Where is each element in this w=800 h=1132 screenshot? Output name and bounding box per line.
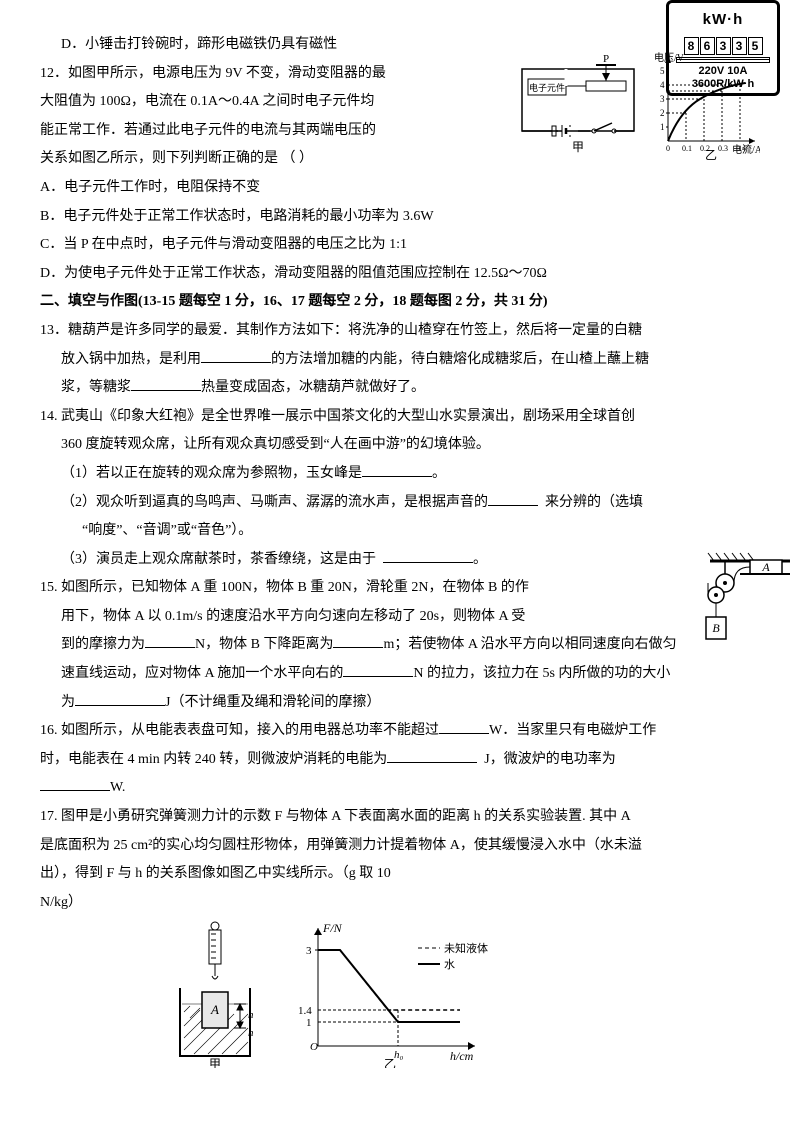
q17-l4: N/kg） [40,890,760,917]
text: 到的摩擦力为 [61,637,145,652]
svg-text:O: O [310,1041,318,1053]
q12-option-a: A．电子元件工作时，电阻保持不变 [40,175,760,202]
text: （3）演员走上观众席献茶时，茶香缭绕，这是由于 [61,552,376,567]
q17-l1: 17. 图甲是小勇研究弹簧测力计的示数 F 与物体 A 下表面离水面的距离 h … [40,804,760,831]
fh-graph: F/N h/cm O 3 1.4 1 h₀ 未知液体 水 乙 [290,918,490,1068]
text: 来分辨的（选填 [545,495,643,510]
text: W．当家里只有电磁炉工作 [489,723,656,738]
text: 为 [61,695,75,710]
text: 放入锅中加热，是利用 [61,352,201,367]
text: 。 [473,552,487,567]
iv-graph: 电压/V 电流/A 1 2 3 4 5 0 0.1 0.2 0.3 0.4 [650,51,760,161]
q15-l3: 到的摩擦力为 N，物体 B 下降距离为 m；若使物体 A 沿水平方向以相同速度向右做… [40,632,760,659]
text: 热量变成固态，冰糖葫芦就做好了。 [201,380,425,395]
blank [343,662,413,677]
svg-text:甲: 甲 [572,140,584,154]
q17-l3: 出），得到 F 与 h 的关系图像如图乙中实线所示。（g 取 10 [40,861,760,888]
svg-text:h: h [248,1027,254,1039]
blank [75,691,165,706]
text: 时，电能表在 4 min 内转 240 转，则微波炉消耗的电能为 [40,752,387,767]
q14-p2c: “响度”、“音调”或“音色”）。 [40,518,760,545]
blank [439,719,489,734]
blank [40,776,110,791]
text: 速直线运动，应对物体 A 施加一个水平向右的 [61,666,343,681]
q13-l1: 13．糖葫芦是许多同学的最爱．其制作方法如下：将洗净的山楂穿在竹签上，然后将一定… [40,318,760,345]
blank [387,748,477,763]
q12-option-d: D．为使电子元件处于正常工作状态，滑动变阻器的阻值范围应控制在 12.5Ω～70… [40,261,760,288]
text: J，微波炉的电功率为 [484,752,615,767]
svg-text:P: P [603,53,609,65]
svg-text:1.4: 1.4 [298,1005,312,1017]
text: N，物体 B 下降距离为 [195,637,333,652]
svg-text:h/cm: h/cm [450,1049,474,1063]
blank [333,633,383,648]
q15-l4: 速直线运动，应对物体 A 施加一个水平向右的 N 的拉力，该拉力在 5s 内所做的… [40,661,760,688]
text: N 的拉力，该拉力在 5s 内所做的功的大小 [413,666,670,681]
pulley-figure: A B [680,547,790,668]
q17-l2: 是底面积为 25 cm²的实心均匀圆柱形物体，用弹簧测力计提着物体 A，使其缓慢… [40,833,760,860]
svg-text:A: A [210,1002,219,1017]
svg-text:4: 4 [660,80,665,90]
text: J（不计绳重及绳和滑轮间的摩擦） [165,695,380,710]
svg-text:F/N: F/N [322,921,343,935]
text: 的方法增加糖的内能，待白糖熔化成糖浆后，在山楂上蘸上糖 [271,352,649,367]
text: （2）观众听到逼真的鸟鸣声、马嘶声、潺潺的流水声，是根据声音的 [61,495,488,510]
svg-text:3: 3 [660,94,665,104]
circuit-diagram: 电子元件 P [514,51,644,161]
q12-option-b: B．电子元件处于正常工作状态时，电路消耗的最小功率为 3.6W [40,204,760,231]
meter-unit: kW·h [673,6,773,35]
svg-text:甲: 甲 [209,1057,221,1068]
blank [145,633,195,648]
svg-text:乙: 乙 [384,1057,396,1068]
text: 。 [432,466,446,481]
svg-text:电压/V: 电压/V [654,51,685,64]
apparatus-diagram: A h h 甲 [160,918,270,1068]
svg-text:0.4: 0.4 [736,144,746,153]
text: m；若使物体 A 沿水平方向以相同速度向右做匀 [383,637,676,652]
svg-text:2: 2 [660,108,665,118]
svg-text:5: 5 [660,66,665,76]
section-2-title: 二、填空与作图(13-15 题每空 1 分，16、17 题每空 2 分，18 题… [40,289,760,316]
q14-p3: （3）演员走上观众席献茶时，茶香缭绕，这是由于 。 [40,547,760,574]
svg-text:乙: 乙 [705,148,717,161]
q15-l2: 用下，物体 A 以 0.1m/s 的速度沿水平方向匀速向左移动了 20s，则物体… [40,604,760,631]
text: W. [110,780,125,795]
svg-text:水: 水 [444,958,455,971]
q16-l3: W. [40,775,760,802]
svg-text:1: 1 [306,1017,312,1029]
q14-l2: 360 度旋转观众席，让所有观众真切感受到“人在画中游”的幻境体验。 [40,432,760,459]
text: （1）若以正在旋转的观众席为参照物，玉女峰是 [61,466,362,481]
svg-text:电子元件: 电子元件 [529,82,565,93]
q16-l2: 时，电能表在 4 min 内转 240 转，则微波炉消耗的电能为 J，微波炉的电… [40,747,760,774]
svg-text:0.1: 0.1 [682,144,692,153]
q12-option-c: C．当 P 在中点时，电子元件与滑动变阻器的电压之比为 1:1 [40,232,760,259]
q14-l1: 14. 武夷山《印象大红袍》是全世界唯一展示中国茶文化的大型山水实景演出，剧场采… [40,404,760,431]
q15-l5: 为 J（不计绳重及绳和滑轮间的摩擦） [40,690,760,717]
text: 浆，等糖浆 [61,380,131,395]
blank [383,548,473,563]
q13-l2: 放入锅中加热，是利用 的方法增加糖的内能，待白糖熔化成糖浆后，在山楂上蘸上糖 [40,347,760,374]
svg-text:未知液体: 未知液体 [444,941,488,955]
blank [131,376,201,391]
blank [488,491,538,506]
q14-p1: （1）若以正在旋转的观众席为参照物，玉女峰是 。 [40,461,760,488]
svg-text:0.3: 0.3 [718,144,728,153]
blank [201,348,271,363]
blank [362,462,432,477]
q13-l3: 浆，等糖浆 热量变成固态，冰糖葫芦就做好了。 [40,375,760,402]
q16-l1: 16. 如图所示，从电能表表盘可知，接入的用电器总功率不能超过 W．当家里只有电磁… [40,718,760,745]
svg-text:B: B [712,621,720,635]
q14-p2: （2）观众听到逼真的鸟鸣声、马嘶声、潺潺的流水声，是根据声音的 来分辨的（选填 [40,490,760,517]
svg-text:3: 3 [306,945,312,957]
svg-text:h: h [248,1009,254,1021]
text: 16. 如图所示，从电能表表盘可知，接入的用电器总功率不能超过 [40,723,439,738]
svg-text:1: 1 [660,122,665,132]
svg-text:A: A [761,560,770,574]
svg-text:0: 0 [666,144,670,153]
q15-l1: 15. 如图所示，已知物体 A 重 100N，物体 B 重 20N，滑轮重 2N… [40,575,760,602]
